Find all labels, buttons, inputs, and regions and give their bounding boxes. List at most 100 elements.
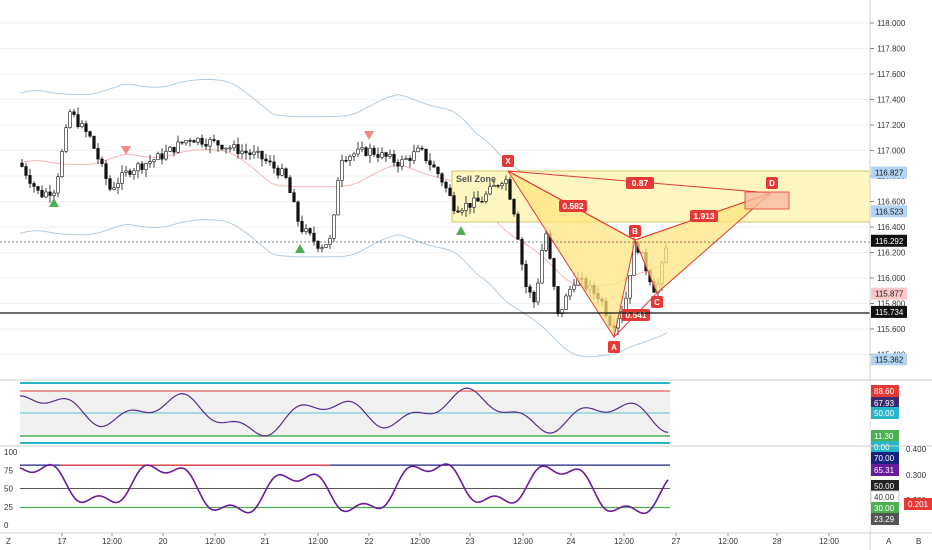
stoch-left-tick: 50	[4, 485, 13, 494]
candle-body	[564, 295, 568, 310]
pattern-point-a	[608, 341, 620, 353]
time-tick-label: 22	[365, 537, 374, 546]
price-tag	[871, 234, 907, 247]
candle-body	[384, 152, 388, 157]
candle-body	[180, 141, 184, 144]
candle-body	[456, 210, 460, 213]
price-tick-label: 118.000	[877, 19, 906, 28]
candle-body	[572, 284, 576, 290]
stoch-tag	[871, 502, 899, 514]
candle-body	[440, 173, 444, 183]
stochastic-panel[interactable]	[0, 447, 870, 532]
candle-body	[168, 146, 172, 152]
candle-body	[484, 193, 488, 202]
candle-body	[380, 152, 384, 158]
pattern-point-label: B	[632, 227, 638, 236]
candle-body	[160, 153, 164, 160]
candle-body	[516, 213, 520, 240]
price-tick-label: 117.400	[877, 96, 906, 105]
candle-body	[528, 286, 532, 293]
candle-body	[292, 192, 296, 203]
candle-body	[268, 160, 272, 163]
stoch-right-tick: 0.400	[906, 445, 927, 454]
ratio-badge-xd	[626, 177, 654, 189]
price-axis[interactable]	[870, 0, 932, 380]
candle-body	[360, 147, 364, 150]
candle-body	[228, 147, 232, 150]
candle-body	[80, 123, 84, 128]
oscillator-tag	[871, 397, 899, 409]
middle-band	[19, 148, 669, 288]
time-tick-label: 21	[261, 537, 270, 546]
candle-body	[304, 228, 308, 232]
candle-body	[88, 131, 92, 137]
stoch-tag-label: 23.29	[874, 515, 895, 524]
candle-body	[156, 153, 160, 161]
oscillator-range	[20, 391, 670, 436]
stoch-left-tick: 0	[4, 521, 9, 530]
price-tick-label: 117.600	[877, 70, 906, 79]
candle-body	[468, 203, 472, 208]
time-tick-label: 27	[672, 537, 681, 546]
oscillator-panel[interactable]	[0, 381, 870, 445]
price-tag-label: 116.827	[875, 169, 904, 178]
candle-body	[248, 152, 252, 155]
candle-body	[20, 162, 24, 167]
pattern-point-d	[766, 177, 778, 189]
candle-body	[128, 170, 132, 175]
oscillator-tag	[871, 430, 899, 442]
candle-body	[92, 135, 96, 149]
candle-body	[212, 139, 216, 141]
candle-body	[512, 199, 516, 215]
price-tag-label: 115.877	[875, 290, 904, 299]
candle-body	[36, 186, 40, 191]
candle-body	[196, 137, 200, 143]
candle-body	[352, 153, 356, 157]
candle-body	[524, 263, 528, 287]
candle-body	[64, 127, 68, 152]
time-axis[interactable]: 17 12:00 20 12:00 21 12:00 22 12:00 23 12:00 24 12:…	[6, 533, 921, 546]
candle-body	[148, 161, 152, 164]
candle-body	[500, 183, 504, 187]
candle-body	[332, 214, 336, 239]
price-tag-label: 115.362	[875, 355, 904, 364]
candle-body	[540, 250, 544, 284]
candle-body	[244, 150, 248, 154]
candle-body	[444, 181, 448, 189]
price-tick-label: 117.200	[877, 121, 906, 130]
candle-body	[40, 190, 44, 198]
candle-body	[216, 140, 220, 146]
candle-body	[336, 180, 340, 216]
candle-body	[504, 179, 508, 184]
candle-body	[532, 291, 536, 303]
oscillator-line	[19, 387, 669, 437]
candle-body	[136, 163, 140, 172]
candle-body	[628, 275, 632, 299]
candle-body	[464, 203, 468, 211]
candle-body	[288, 177, 292, 194]
candle-body	[276, 167, 280, 176]
stoch-tag-label: 70.00	[874, 454, 895, 463]
candle-body	[568, 288, 572, 297]
candle-body	[48, 191, 52, 196]
oscillator-tag-label: 50.00	[874, 409, 895, 418]
candle-body	[404, 158, 408, 160]
candle-body	[388, 153, 392, 157]
price-tick-label: 117.800	[877, 45, 906, 54]
pattern-point-x	[502, 155, 514, 167]
candle-body	[496, 185, 500, 187]
time-tick-label: 28	[773, 537, 782, 546]
stoch-tag-label: 65.31	[874, 466, 895, 475]
buy-arrow-icon	[295, 244, 305, 253]
candle-body	[372, 147, 376, 155]
candle-body	[164, 151, 168, 160]
candle-body	[412, 151, 416, 161]
stoch-bg	[0, 447, 870, 532]
candle-body	[96, 148, 100, 160]
candle-body	[552, 258, 556, 287]
candle-body	[108, 178, 112, 190]
candle-body	[252, 151, 256, 155]
stoch-right-tag-label: 0.201	[908, 500, 929, 509]
